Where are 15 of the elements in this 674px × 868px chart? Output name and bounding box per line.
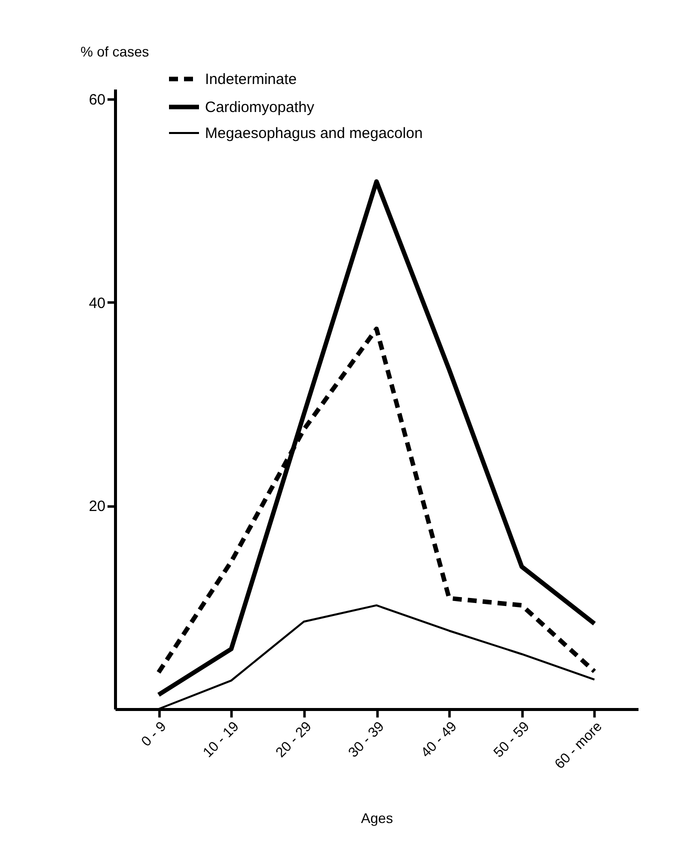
x-tick-label: 40 - 49 — [417, 718, 460, 760]
legend-label: Cardiomyopathy — [205, 99, 315, 116]
x-tick-label: 0 - 9 — [138, 718, 170, 750]
x-axis-title: Ages — [361, 810, 393, 826]
x-tick-label: 10 - 19 — [199, 718, 242, 760]
y-axis-title: % of cases — [80, 44, 149, 60]
legend-label: Indeterminate — [205, 71, 297, 88]
x-tick-label: 20 - 29 — [272, 718, 314, 760]
x-tick-label: 50 - 59 — [490, 718, 532, 760]
x-tick-label: 30 - 39 — [344, 718, 388, 760]
y-tick-label: 60 — [88, 92, 106, 109]
legend-label: Megaesophagus and megacolon — [205, 125, 423, 142]
y-tick-label: 20 — [88, 498, 106, 516]
line-series — [156, 179, 597, 698]
y-tick-label: 40 — [88, 294, 106, 312]
